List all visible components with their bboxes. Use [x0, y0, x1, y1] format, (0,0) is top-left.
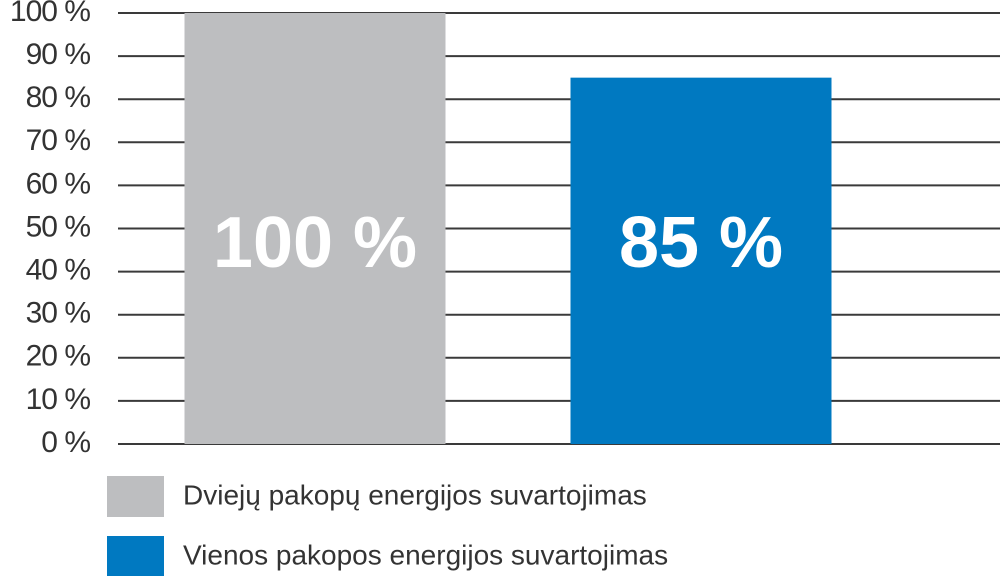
- y-tick-label: 70 %: [26, 124, 91, 157]
- value-label: 85 %: [619, 203, 783, 283]
- y-tick-label: 10 %: [26, 383, 91, 416]
- bar: [570, 77, 832, 445]
- legend-label: Vienos pakopos energijos suvartojimas: [183, 539, 668, 570]
- bar: [184, 13, 446, 444]
- y-tick-label: 90 %: [26, 38, 91, 71]
- y-tick-label: 30 %: [26, 297, 91, 330]
- y-tick-label: 0 %: [41, 426, 90, 459]
- legend-label: Dviejų pakopų energijos suvartojimas: [183, 479, 647, 510]
- y-tick-label: 60 %: [26, 167, 91, 200]
- legend-swatch: [107, 476, 164, 517]
- y-tick-label: 100 %: [10, 0, 90, 28]
- value-label: 100 %: [213, 203, 417, 283]
- y-tick-label: 50 %: [26, 210, 91, 243]
- y-tick-label: 40 %: [26, 254, 91, 287]
- legend-swatch: [107, 536, 164, 576]
- y-tick-label: 80 %: [26, 81, 91, 114]
- y-tick-label: 20 %: [26, 340, 91, 373]
